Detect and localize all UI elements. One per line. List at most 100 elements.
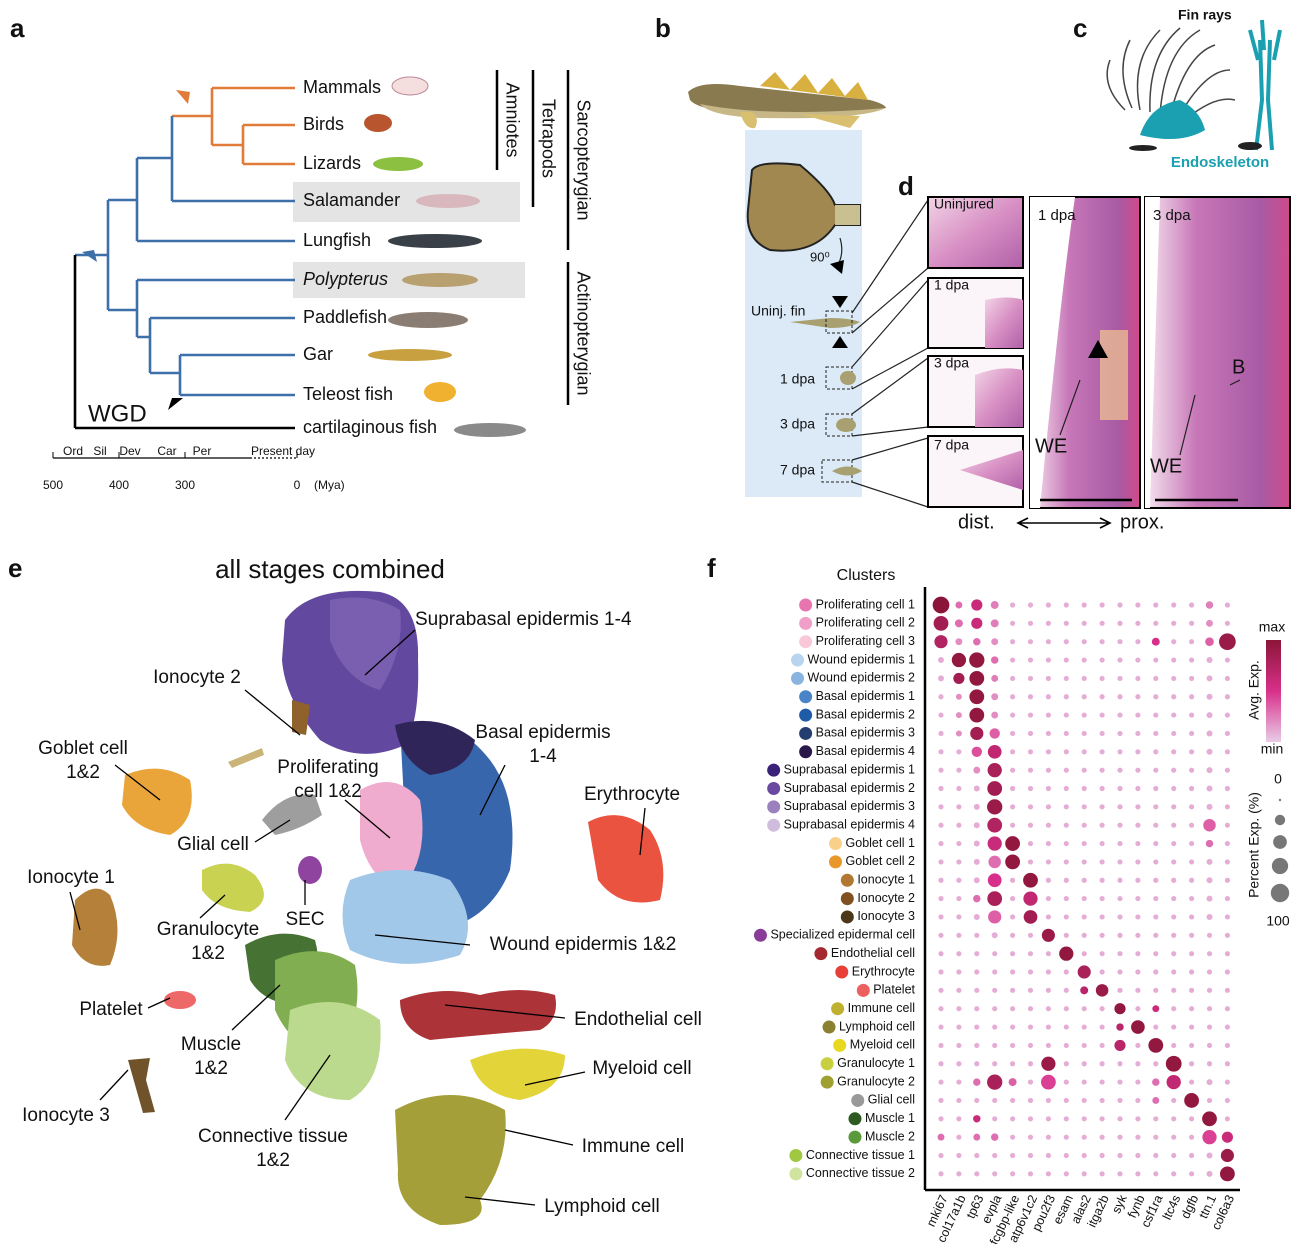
dot	[1224, 932, 1230, 938]
color-scale	[1266, 640, 1281, 742]
dot	[1081, 859, 1087, 865]
dot	[974, 932, 980, 938]
dot	[1135, 822, 1141, 828]
icon	[402, 273, 478, 287]
dot	[938, 932, 944, 938]
dot	[990, 619, 999, 628]
cluster-name: Immune cell	[848, 1001, 915, 1015]
dot	[1117, 859, 1123, 865]
dot	[1010, 639, 1016, 645]
dot	[1059, 946, 1074, 961]
cluster-swatch	[822, 1020, 836, 1034]
dot	[1099, 951, 1105, 957]
dot	[974, 1061, 980, 1067]
dot	[1081, 1116, 1087, 1122]
dot	[1135, 767, 1141, 773]
dot	[1005, 836, 1020, 851]
cluster-name: Basal epidermis 3	[816, 726, 915, 740]
dot	[1189, 1061, 1195, 1067]
dot	[1135, 749, 1141, 755]
taxon-label: Salamander	[303, 190, 400, 210]
dot	[956, 932, 962, 938]
cluster-label: 1&2	[66, 762, 100, 783]
dot	[1027, 859, 1034, 865]
dot	[992, 1042, 998, 1048]
dot	[1171, 877, 1177, 883]
dot	[988, 855, 1001, 869]
dot	[1152, 1078, 1160, 1086]
leader-line	[99, 1069, 129, 1101]
dot	[1010, 785, 1016, 792]
dot	[1189, 914, 1195, 920]
dot	[938, 730, 944, 737]
taxon-label: Mammals	[303, 77, 381, 97]
dot	[1224, 657, 1230, 663]
taxon-label: Polypterus	[303, 269, 388, 289]
dot	[1041, 928, 1055, 942]
period-label: Present day	[251, 444, 315, 458]
dot	[1117, 675, 1123, 681]
dot	[1099, 896, 1105, 902]
dot	[956, 1079, 962, 1085]
dot	[1224, 1006, 1230, 1012]
cluster-label: Ionocyte 1	[27, 867, 115, 888]
dot	[1027, 932, 1034, 938]
dot	[1153, 712, 1159, 718]
dot	[1045, 620, 1051, 626]
dot	[938, 804, 944, 810]
dot	[956, 859, 962, 865]
dot	[1189, 730, 1195, 737]
dot	[1063, 987, 1069, 993]
dot	[1010, 1024, 1016, 1030]
histology-label: Uninjured	[934, 196, 994, 212]
dot	[1135, 1006, 1141, 1012]
dot	[933, 615, 949, 631]
dot	[1135, 730, 1141, 737]
dot	[938, 1024, 944, 1030]
dot	[974, 1171, 980, 1177]
arrow	[82, 250, 97, 262]
dot	[1027, 767, 1034, 773]
dot	[1099, 1134, 1105, 1140]
dot	[987, 836, 1002, 851]
dot	[992, 951, 998, 957]
stage-label: 1 dpa	[780, 371, 815, 387]
dot	[1045, 694, 1051, 700]
dot	[1189, 1116, 1195, 1122]
cluster-name: Platelet	[873, 983, 915, 997]
clade-label: Actinopterygian	[573, 271, 593, 395]
dot	[1135, 1061, 1141, 1067]
dot	[1099, 749, 1105, 755]
cluster-name: Basal epidermis 1	[816, 689, 915, 703]
cluster-swatch	[791, 671, 805, 685]
dot	[1189, 1171, 1195, 1177]
dot	[953, 672, 965, 684]
dot	[969, 707, 985, 723]
histology-label: 7 dpa	[934, 437, 969, 453]
taxon-label: Birds	[303, 114, 344, 134]
cluster-label: Suprabasal epidermis 1-4	[415, 609, 632, 630]
dot	[1027, 987, 1034, 993]
gene-label: ltc4s	[1160, 1193, 1184, 1222]
dot	[1206, 987, 1213, 993]
dot	[1206, 969, 1213, 975]
cluster-name: Granulocyte 2	[837, 1074, 915, 1088]
icon	[391, 76, 429, 96]
leader-line	[69, 891, 81, 931]
clade-label: Sarcopterygian	[573, 99, 593, 220]
dot	[1063, 785, 1069, 792]
dot	[1081, 1171, 1087, 1177]
dot	[1117, 767, 1123, 773]
dot	[1148, 1038, 1164, 1053]
panel-label: a	[10, 13, 25, 43]
dot	[1135, 1116, 1141, 1122]
dot	[1027, 657, 1034, 663]
dot	[1063, 877, 1069, 883]
fin-rays-label: Fin rays	[1178, 7, 1232, 23]
dot	[956, 1024, 962, 1030]
dot	[1099, 602, 1105, 608]
dot	[938, 1079, 944, 1085]
dot	[1153, 1134, 1159, 1140]
dot	[1081, 1134, 1087, 1140]
